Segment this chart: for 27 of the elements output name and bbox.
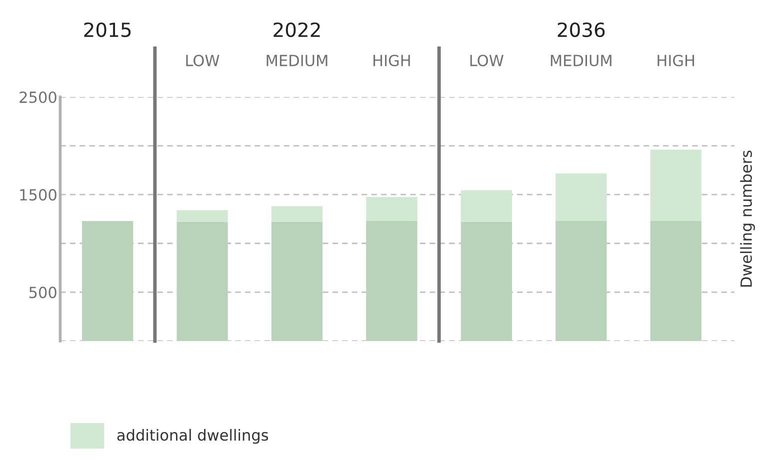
y-axis-title: Dwelling numbers [740,150,755,287]
text: 2015 [84,22,131,38]
bar [460,190,512,222]
x-tick-label: LOW [186,54,220,66]
y-tick-label: 2500 [20,91,56,104]
x-tick-label: LOW [470,54,504,66]
bar [460,222,512,341]
bar [556,173,607,221]
bar [366,220,418,341]
bar [650,150,702,221]
bar [176,210,228,222]
bar [556,220,607,341]
bar [176,222,228,341]
y-tick-label: 500 [29,286,56,298]
y-tick-label: 1500 [20,189,56,201]
x-tick-label: MEDIUM [550,54,612,66]
bar [271,206,323,222]
text: 2036 [558,22,605,38]
bar [271,222,323,341]
bar [82,220,134,341]
bar [650,220,702,341]
bar [366,196,418,221]
x-tick-label: HIGH [658,54,694,66]
x-tick-label: HIGH [374,54,410,66]
x-tick-label: MEDIUM [266,54,328,66]
legend-label: additional dwellings [117,428,268,444]
text: 2022 [274,22,320,38]
